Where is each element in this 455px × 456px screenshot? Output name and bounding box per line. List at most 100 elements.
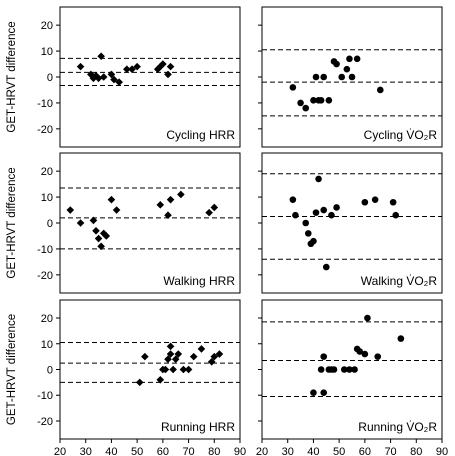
data-point-diamond: [177, 190, 185, 199]
panel-label: Walking V̇O₂R: [361, 274, 438, 288]
x-tick-label: 90: [234, 446, 246, 456]
panel-label: Cycling HRR: [166, 128, 235, 142]
data-point-circle: [304, 230, 312, 237]
data-point-diamond: [92, 226, 100, 235]
data-point-diamond: [210, 203, 219, 212]
data-point-circle: [330, 366, 338, 373]
y-axis-label: GET-HRVT difference: [6, 167, 18, 278]
data-point-circle: [389, 198, 397, 206]
data-point-diamond: [76, 62, 85, 71]
x-tick-label: 70: [384, 446, 396, 456]
data-point-circle: [297, 99, 304, 107]
panel-frame: [59, 152, 241, 294]
x-tick-label: 90: [436, 446, 448, 456]
data-point-circle: [292, 211, 299, 219]
panel-label: Walking HRR: [163, 274, 235, 288]
data-point-circle: [333, 60, 340, 68]
data-point-diamond: [174, 350, 183, 358]
data-point-diamond: [107, 195, 116, 204]
data-point-diamond: [153, 65, 162, 74]
data-point-diamond: [197, 345, 206, 353]
data-point-diamond: [94, 74, 103, 83]
data-point-circle: [320, 73, 328, 81]
data-point-circle: [317, 97, 325, 104]
data-point-circle: [356, 348, 364, 355]
data-point-circle: [338, 73, 346, 81]
data-point-circle: [322, 263, 330, 271]
data-point-circle: [320, 353, 328, 360]
data-point-diamond: [166, 342, 175, 351]
y-tick-label: -20: [37, 416, 53, 428]
y-axis-label: GET-HRVT difference: [6, 314, 18, 425]
data-point-diamond: [169, 365, 177, 374]
data-point-diamond: [141, 352, 149, 361]
data-point-diamond: [66, 206, 75, 214]
y-tick-label: 10: [41, 339, 53, 351]
data-point-circle: [343, 65, 351, 73]
data-point-circle: [310, 389, 317, 396]
panel-label: Cycling V̇O₂R: [364, 128, 438, 142]
y-tick-label: 20: [41, 313, 53, 325]
x-tick-label: 40: [307, 446, 319, 456]
data-point-circle: [302, 219, 310, 227]
data-point-diamond: [205, 208, 213, 217]
x-tick-label: 30: [282, 446, 294, 456]
data-point-diamond: [164, 355, 172, 364]
y-tick-label: -10: [37, 244, 53, 256]
data-point-diamond: [164, 70, 172, 79]
data-point-diamond: [166, 62, 175, 71]
y-tick-label: 10: [41, 46, 53, 58]
x-tick-label: 20: [54, 446, 66, 456]
panel: 20 30 40 50 60 70 80 90 Running V̇O₂R: [256, 299, 448, 456]
data-point-circle: [351, 366, 358, 373]
data-point-circle: [376, 86, 384, 94]
data-point-diamond: [156, 375, 165, 384]
x-tick-label: 70: [182, 446, 194, 456]
data-point-circle: [312, 209, 320, 216]
data-point-diamond: [76, 219, 85, 227]
data-point-diamond: [135, 378, 144, 387]
x-tick-label: 60: [359, 446, 371, 456]
data-point-diamond: [97, 52, 105, 61]
data-point-circle: [392, 211, 400, 219]
data-point-circle: [320, 206, 328, 214]
data-point-circle: [320, 389, 328, 396]
data-point-circle: [371, 196, 379, 203]
data-point-circle: [328, 211, 335, 219]
panel: Walking V̇O₂R: [258, 152, 443, 294]
y-tick-label: 10: [41, 192, 53, 204]
data-point-circle: [333, 204, 340, 211]
data-point-circle: [315, 175, 322, 183]
data-point-circle: [374, 353, 382, 360]
data-point-diamond: [189, 352, 198, 361]
y-axis-label: GET-HRVT difference: [6, 21, 18, 132]
data-point-circle: [348, 73, 356, 81]
x-tick-label: 80: [410, 446, 422, 456]
y-tick-label: 20: [41, 20, 53, 32]
y-tick-label: 0: [47, 365, 53, 377]
data-point-circle: [289, 196, 297, 203]
panel-frame: [59, 6, 241, 148]
data-point-circle: [310, 97, 317, 104]
data-point-diamond: [207, 357, 216, 366]
data-point-circle: [340, 366, 348, 373]
data-point-circle: [312, 73, 320, 81]
data-point-circle: [310, 237, 317, 245]
data-point-circle: [364, 314, 371, 322]
panel: Cycling V̇O₂R: [258, 6, 443, 148]
panel-label: Running HRR: [161, 420, 235, 434]
data-point-diamond: [156, 201, 165, 209]
data-point-diamond: [89, 216, 98, 225]
data-point-diamond: [171, 355, 180, 364]
y-tick-label: 0: [47, 218, 53, 230]
y-tick-label: -10: [37, 390, 53, 402]
data-point-diamond: [164, 211, 172, 220]
y-tick-label: -20: [37, 270, 53, 282]
data-point-diamond: [133, 62, 141, 71]
data-point-diamond: [94, 234, 103, 243]
data-point-diamond: [99, 73, 108, 81]
data-point-diamond: [184, 365, 193, 374]
data-point-diamond: [210, 352, 219, 361]
x-tick-label: 50: [333, 446, 345, 456]
x-tick-label: 60: [157, 446, 169, 456]
